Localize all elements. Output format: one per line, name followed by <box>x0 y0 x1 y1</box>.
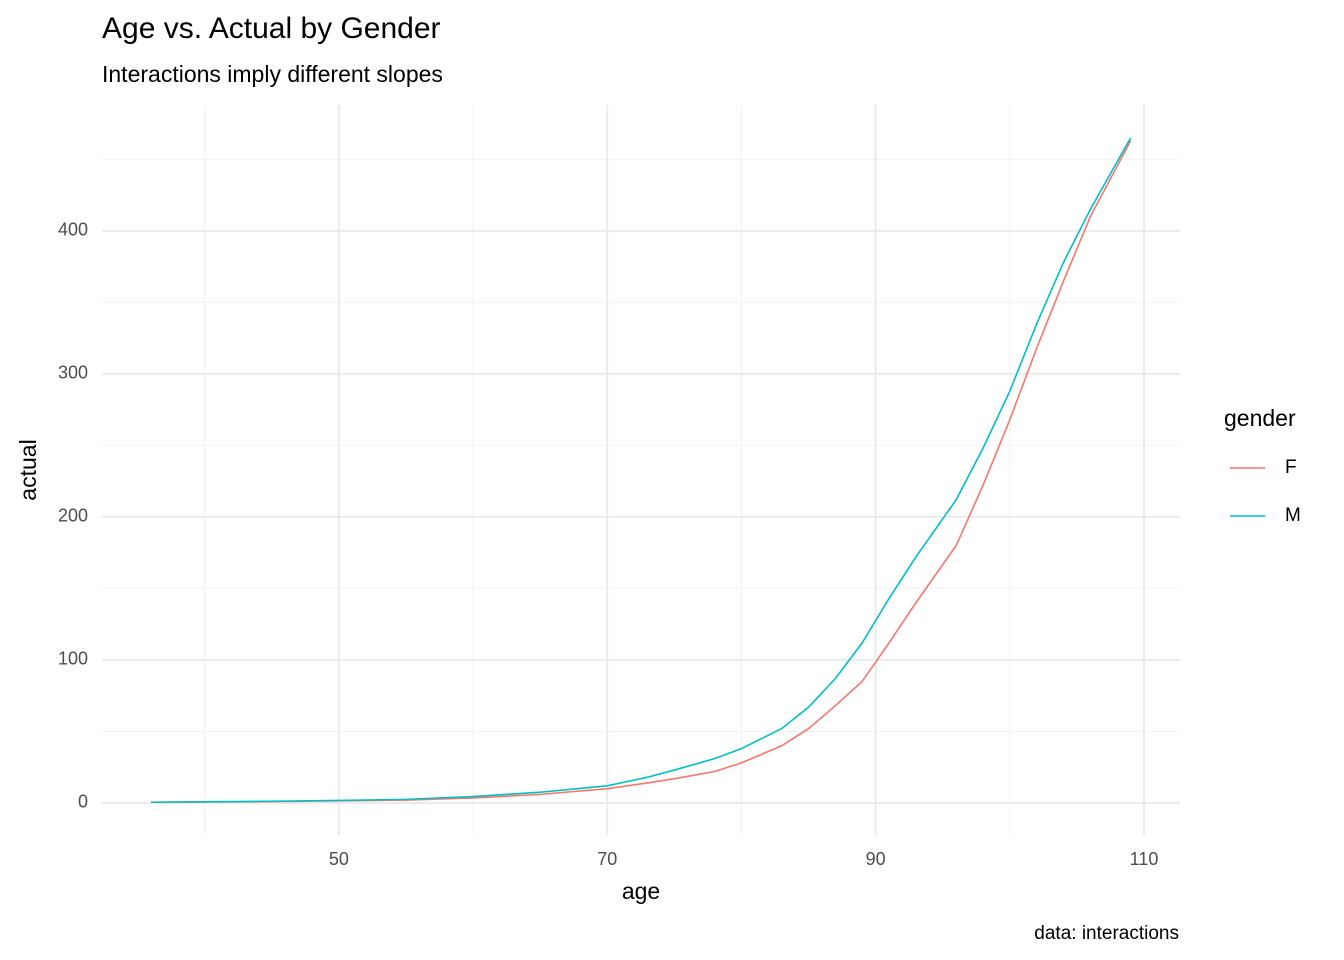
x-axis-label: age <box>622 878 660 904</box>
x-tick-label: 50 <box>329 849 349 869</box>
legend-title: gender <box>1224 405 1296 431</box>
series-line <box>150 140 1132 804</box>
legend-label: M <box>1285 505 1301 526</box>
y-tick-label: 100 <box>58 649 88 669</box>
caption: data: interactions <box>1034 923 1179 944</box>
y-axis-label: actual <box>15 439 41 500</box>
series-line <box>150 137 1132 804</box>
y-tick-label: 300 <box>58 363 88 383</box>
chart-subtitle: Interactions imply different slopes <box>102 61 443 87</box>
x-tick-label: 90 <box>866 849 886 869</box>
legend-label: F <box>1285 457 1297 478</box>
y-tick-label: 400 <box>58 220 88 240</box>
y-tick-label: 200 <box>58 506 88 526</box>
x-tick-label: 70 <box>597 849 617 869</box>
y-tick-label: 0 <box>78 792 88 812</box>
chart-title: Age vs. Actual by Gender <box>102 12 441 45</box>
x-tick-label: 110 <box>1130 849 1159 869</box>
